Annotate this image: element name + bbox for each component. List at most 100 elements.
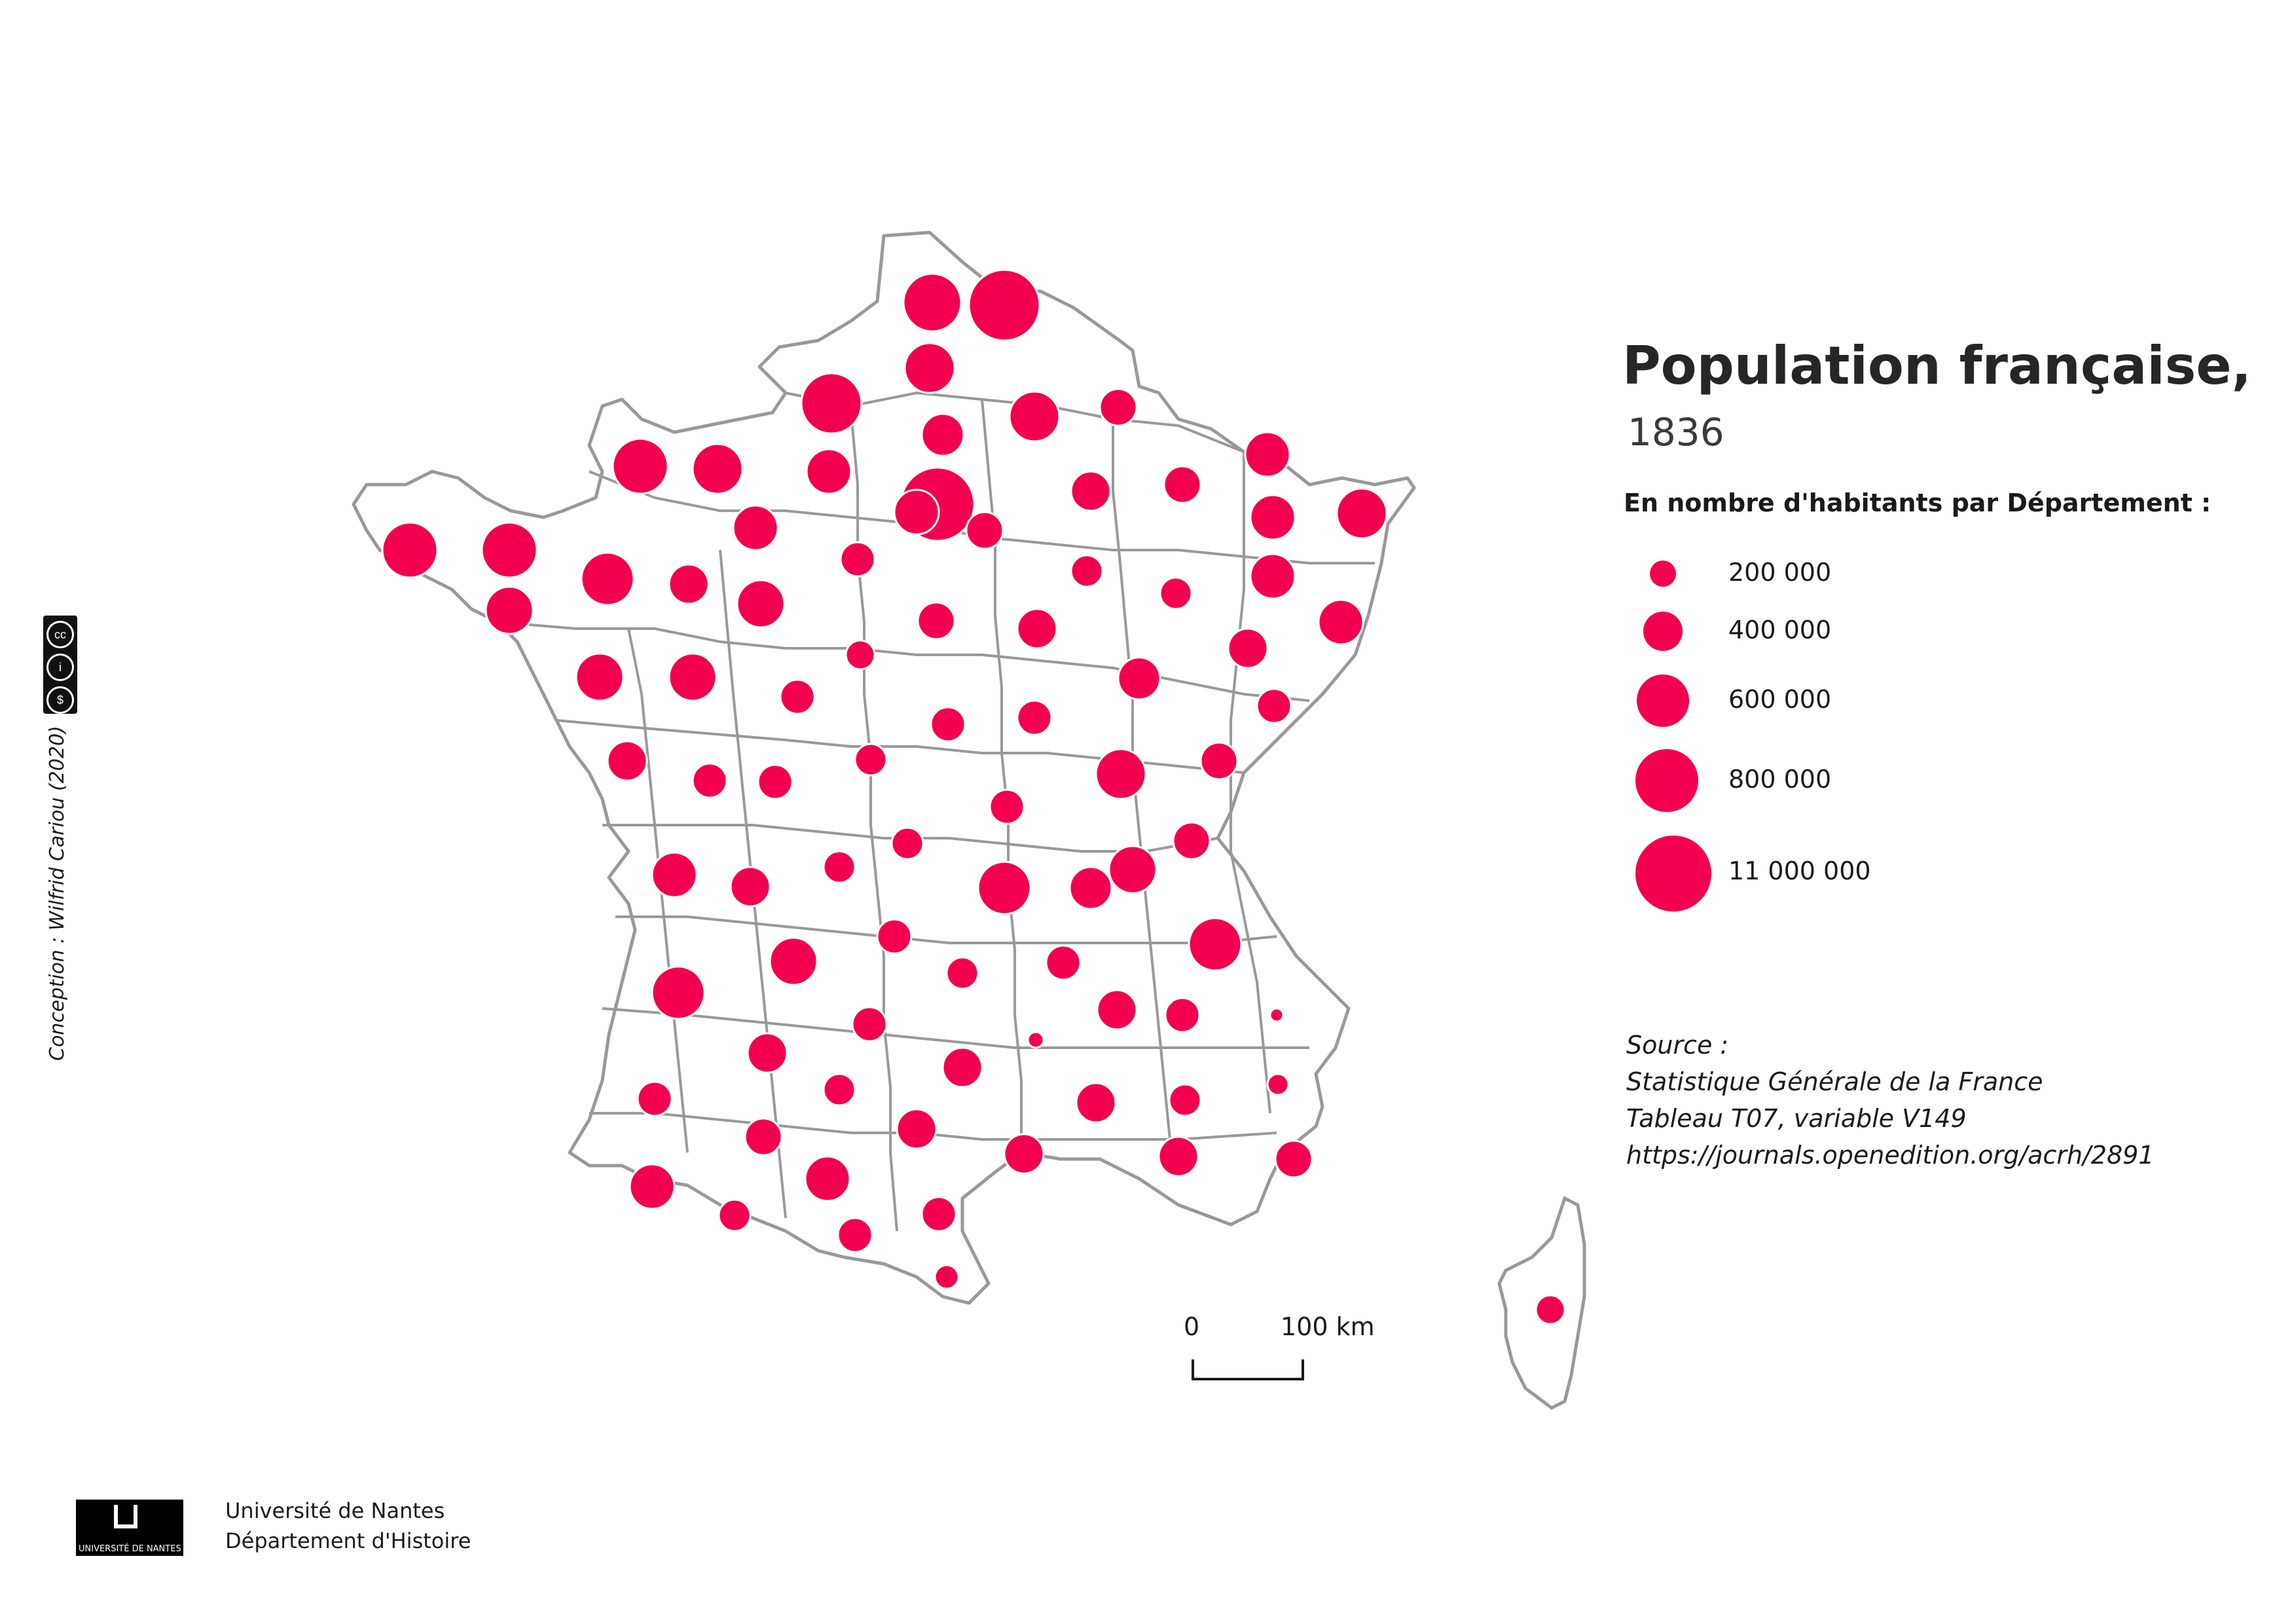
dept-symbol	[822, 850, 856, 884]
dept-symbol	[1096, 989, 1138, 1031]
dept-symbol	[1095, 748, 1147, 800]
creative-commons-badge: cc i $	[43, 616, 77, 714]
dept-symbol	[845, 639, 876, 671]
dept-symbol	[1249, 553, 1296, 600]
map-title: Population française,	[1622, 335, 2251, 396]
dept-symbol	[805, 448, 852, 495]
by-icon: i	[46, 654, 74, 681]
dept-symbol	[1003, 1133, 1045, 1175]
dept-symbol	[481, 521, 538, 579]
dept-symbol	[800, 372, 863, 435]
legend-symbol-600000	[1637, 674, 1689, 727]
source-block: Source : Statistique Générale de la Fran…	[1626, 1027, 2154, 1173]
dept-symbol	[1016, 699, 1053, 736]
dept-symbol	[903, 342, 956, 394]
dept-symbol	[1068, 866, 1113, 910]
dept-symbol	[732, 504, 779, 551]
dept-symbol	[837, 1217, 873, 1253]
dept-symbol	[1099, 388, 1138, 427]
map-year: 1836	[1628, 410, 1724, 454]
dept-symbol	[718, 1198, 752, 1232]
dept-symbol	[1188, 917, 1243, 972]
university-logo: UNIVERSITÉ DE NANTES	[76, 1500, 183, 1556]
dept-symbol	[1168, 1083, 1202, 1117]
scale-bar	[1192, 1359, 1304, 1380]
dept-symbol	[1159, 576, 1193, 610]
dept-symbol	[1336, 487, 1388, 540]
legend-symbols	[1635, 561, 1711, 912]
legend-symbol-800000	[1635, 749, 1698, 812]
dept-symbol	[1199, 741, 1239, 781]
legend-symbol-1100000	[1635, 836, 1711, 912]
legend-symbol-200000	[1650, 561, 1676, 587]
dept-symbol	[636, 1080, 673, 1117]
dept-symbol	[1269, 1007, 1285, 1023]
dept-symbol	[965, 511, 1004, 550]
university-logo-text: UNIVERSITÉ DE NANTES	[79, 1544, 181, 1554]
dept-symbol	[746, 1032, 788, 1074]
dept-symbol	[651, 965, 706, 1020]
nc-icon: $	[46, 686, 74, 714]
dept-symbol	[1117, 656, 1161, 701]
population-symbols	[381, 268, 1566, 1325]
dept-symbol	[668, 563, 710, 605]
dept-symbol	[896, 1108, 938, 1150]
corsica-outline	[1497, 1196, 1586, 1410]
dept-symbol	[1249, 494, 1296, 541]
dept-symbol	[691, 762, 728, 799]
cc-icon: cc	[46, 621, 74, 648]
dept-symbol	[1244, 431, 1291, 478]
dept-symbol	[1070, 554, 1104, 588]
source-line-1: Statistique Générale de la France	[1626, 1067, 2043, 1096]
dept-symbol	[1008, 390, 1061, 443]
dept-symbol	[606, 740, 648, 782]
source-line-3: https://journals.openedition.org/acrh/28…	[1626, 1141, 2155, 1170]
dept-symbol	[1256, 688, 1292, 724]
legend-label-400000: 400 000	[1728, 616, 1832, 644]
dept-symbol	[890, 826, 924, 860]
dept-symbol	[1027, 1031, 1045, 1049]
dept-symbol	[1227, 627, 1269, 669]
dept-symbol	[757, 764, 793, 800]
source-line-2: Tableau T07, variable V149	[1626, 1104, 1967, 1133]
source-heading: Source :	[1626, 1031, 1729, 1060]
dept-symbol	[876, 918, 913, 955]
dept-symbol	[893, 489, 940, 536]
dept-symbol	[381, 521, 439, 579]
dept-symbol	[930, 706, 966, 743]
dept-symbol	[580, 551, 635, 606]
dept-symbol	[1266, 1073, 1290, 1096]
dept-symbol	[1016, 608, 1058, 650]
dept-symbol	[1163, 465, 1202, 504]
dept-symbol	[779, 678, 816, 715]
dept-symbol	[977, 860, 1032, 915]
institution-line-2: Département d'Histoire	[225, 1528, 471, 1553]
dept-symbol	[1075, 1082, 1117, 1124]
dept-symbol	[1045, 944, 1082, 981]
legend-title: En nombre d'habitants par Département :	[1624, 489, 2212, 517]
dept-symbol	[804, 1155, 851, 1202]
dept-symbol	[822, 1073, 856, 1107]
university-logo-mark	[114, 1505, 137, 1528]
dept-symbol	[851, 1006, 888, 1043]
dept-symbol	[1070, 470, 1112, 512]
legend-label-800000: 800 000	[1728, 765, 1832, 794]
dept-symbol	[1108, 845, 1157, 895]
dept-symbol	[917, 601, 956, 640]
dept-symbol	[1317, 599, 1364, 646]
scale-start-label: 0	[1184, 1312, 1200, 1341]
scale-end-label: 100 km	[1281, 1312, 1375, 1341]
dept-symbol	[839, 541, 876, 578]
legend-label-200000: 200 000	[1728, 558, 1832, 587]
legend-label-600000: 600 000	[1728, 685, 1832, 714]
institution-text: Université de Nantes Département d'Histo…	[225, 1496, 471, 1556]
dept-symbol	[968, 268, 1041, 342]
legend-symbol-400000	[1643, 612, 1683, 651]
dept-symbol	[945, 956, 979, 990]
dept-symbol	[611, 437, 669, 495]
dept-symbol	[989, 788, 1025, 825]
dept-symbol	[1172, 821, 1211, 860]
dept-symbol	[1274, 1139, 1313, 1179]
dept-symbol	[691, 443, 744, 495]
